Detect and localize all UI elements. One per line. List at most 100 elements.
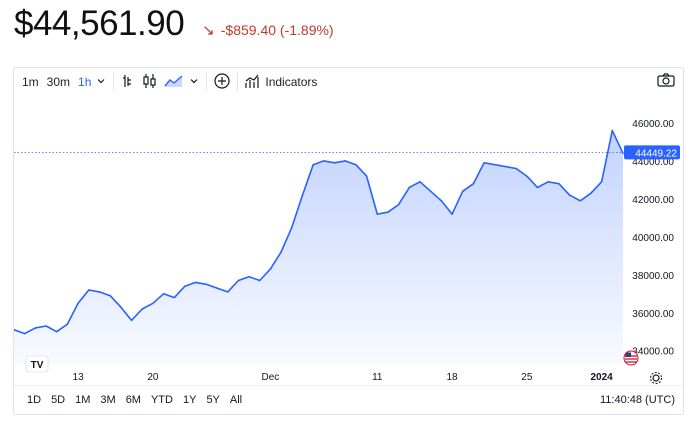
data-point: [184, 285, 186, 287]
chart-toolbar: 1m 30m 1h Indicators: [14, 68, 683, 96]
data-point: [141, 308, 144, 310]
x-axis: 13 20 Dec 11 18 25 2024: [73, 372, 614, 383]
indicators-icon: [245, 74, 259, 88]
data-point: [152, 302, 154, 305]
range-1d[interactable]: 1D: [27, 394, 42, 406]
last-price-badge-bg: [624, 145, 680, 160]
current-price: $44,561.90: [14, 4, 185, 43]
range-all[interactable]: All: [229, 394, 243, 406]
data-point: [109, 294, 111, 297]
utc-clock[interactable]: 11:40:48 (UTC): [600, 394, 675, 406]
x-tick-label: 20: [147, 372, 159, 383]
data-point: [23, 332, 26, 335]
data-point: [526, 175, 528, 177]
data-point: [376, 213, 379, 215]
range-1m[interactable]: 1M: [75, 394, 91, 406]
range-6m[interactable]: 6M: [125, 394, 141, 406]
data-point: [408, 186, 411, 189]
bar-chart-icon[interactable]: [120, 73, 136, 92]
price-header: $44,561.90 ↘ -$859.40 (-1.89%): [14, 4, 334, 44]
data-point: [579, 199, 582, 202]
x-tick-label: 18: [446, 372, 458, 383]
toolbar-divider: [113, 73, 115, 91]
data-point: [226, 291, 229, 293]
data-point: [237, 279, 240, 282]
range-5y[interactable]: 5Y: [206, 394, 220, 406]
data-point: [558, 182, 560, 185]
price-chart[interactable]: 46000.00 44000.00 42000.00 40000.00 38000.00…: [14, 96, 683, 386]
interval-1h[interactable]: 1h: [78, 75, 92, 89]
area-chart-icon[interactable]: [164, 73, 184, 92]
chevron-down-icon[interactable]: [95, 75, 107, 90]
x-tick-label: 13: [73, 372, 85, 383]
data-point: [173, 296, 176, 299]
y-tick-label: 34000.00: [632, 347, 674, 358]
data-point: [600, 181, 603, 183]
data-point: [280, 251, 282, 253]
tradingview-logo-icon[interactable]: TV: [25, 355, 49, 373]
data-point: [333, 162, 336, 164]
data-point: [98, 291, 101, 293]
data-point: [120, 306, 122, 308]
data-point: [301, 194, 304, 196]
range-5d[interactable]: 5D: [51, 394, 66, 406]
y-axis: 46000.00 44000.00 42000.00 40000.00 38000.00…: [632, 119, 674, 358]
data-point: [216, 287, 218, 289]
data-point: [344, 160, 347, 162]
price-line-series: [14, 129, 624, 335]
settings-icon[interactable]: [650, 372, 662, 384]
data-point: [45, 325, 47, 327]
data-point: [77, 302, 79, 305]
indicators-button[interactable]: Indicators: [244, 74, 317, 90]
data-point: [87, 289, 90, 291]
data-point: [365, 175, 368, 177]
toolbar-divider: [206, 73, 208, 91]
data-point: [205, 283, 208, 286]
data-point: [194, 281, 197, 284]
price-change: ↘ -$859.40 (-1.89%): [202, 21, 333, 39]
range-ytd[interactable]: YTD: [150, 394, 173, 406]
data-point: [312, 163, 314, 166]
range-bar: 1D 5D 1M 3M 6M YTD 1Y 5Y All 11:40:48 (U…: [14, 385, 683, 414]
interval-1m[interactable]: 1m: [22, 75, 39, 89]
data-point: [387, 211, 389, 213]
add-compare-icon[interactable]: [213, 72, 231, 93]
data-point: [397, 203, 400, 206]
svg-text:TV: TV: [31, 360, 44, 371]
data-point: [130, 319, 133, 322]
y-tick-label: 38000.00: [632, 271, 674, 282]
data-point: [290, 226, 293, 229]
data-point: [14, 329, 15, 331]
range-1y[interactable]: 1Y: [182, 394, 197, 406]
us-flag-icon[interactable]: [623, 350, 639, 366]
x-tick-label: 11: [372, 372, 383, 383]
data-point: [515, 167, 517, 170]
price-area-fill: [14, 130, 623, 364]
y-tick-label: 42000.00: [632, 195, 674, 206]
data-point: [66, 323, 69, 325]
data-point: [55, 330, 58, 333]
data-point: [622, 152, 624, 155]
data-point: [547, 181, 550, 183]
y-tick-label: 44000.00: [632, 157, 674, 168]
chevron-down-icon[interactable]: [188, 75, 200, 90]
data-point: [504, 165, 507, 168]
data-point: [472, 182, 475, 185]
data-point: [483, 162, 485, 164]
data-point: [451, 213, 453, 215]
toolbar-divider: [237, 73, 239, 91]
data-point: [323, 160, 325, 162]
candlestick-icon[interactable]: [142, 73, 158, 92]
data-point: [536, 186, 539, 189]
interval-30m[interactable]: 30m: [46, 75, 71, 89]
data-point: [248, 275, 250, 278]
data-point: [355, 163, 357, 166]
data-point: [461, 190, 464, 193]
data-point: [440, 199, 443, 202]
camera-icon[interactable]: [657, 72, 675, 91]
data-point: [419, 181, 421, 183]
price-change-text: -$859.40 (-1.89%): [220, 22, 334, 38]
indicators-label: Indicators: [265, 75, 318, 89]
data-point: [258, 279, 261, 282]
range-3m[interactable]: 3M: [100, 394, 116, 406]
